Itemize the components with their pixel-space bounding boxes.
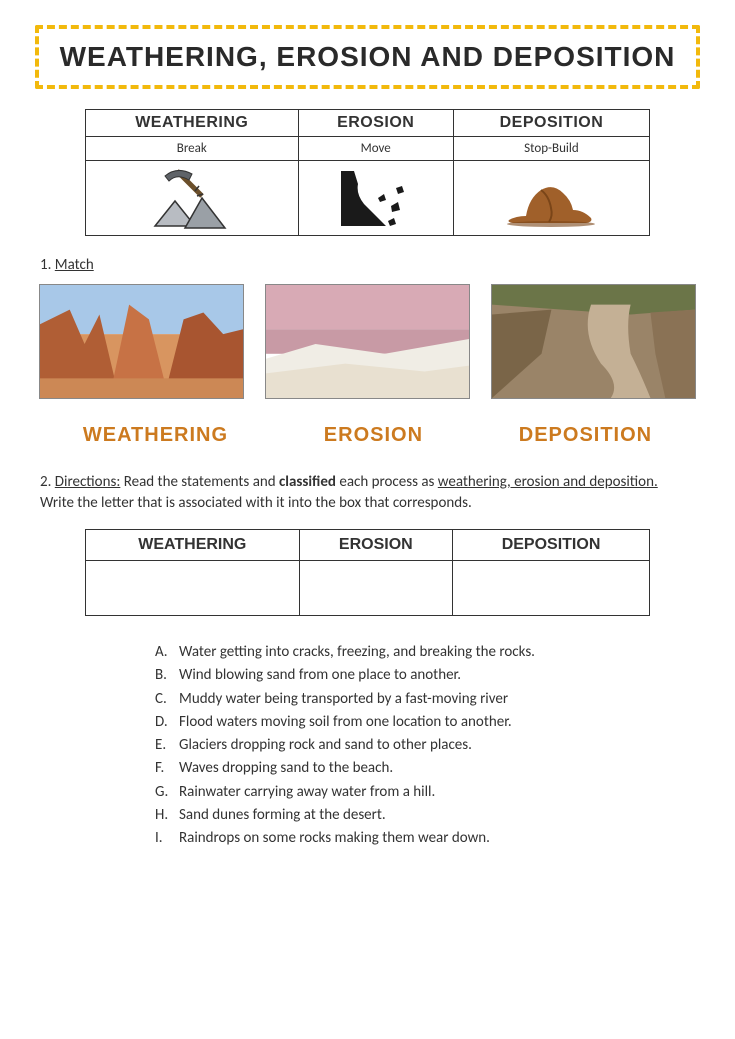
item-letter: H. bbox=[155, 804, 179, 827]
item-text: Glaciers dropping rock and sand to other… bbox=[179, 734, 472, 757]
photo-saltflat bbox=[265, 284, 470, 399]
ans-header-erosion: EROSION bbox=[299, 530, 452, 561]
item-letter: C. bbox=[155, 688, 179, 711]
item-text: Flood waters moving soil from one locati… bbox=[179, 711, 512, 734]
dir-text-1: Read the statements and bbox=[124, 473, 279, 491]
photo-canyon bbox=[39, 284, 244, 399]
ans-header-weathering: WEATHERING bbox=[85, 530, 299, 561]
def-sub-break: Break bbox=[85, 137, 298, 161]
section-1-heading: 1. Match bbox=[40, 256, 700, 274]
item-text: Wind blowing sand from one place to anot… bbox=[179, 664, 461, 687]
item-letter: D. bbox=[155, 711, 179, 734]
dir-underline: weathering, erosion and deposition. bbox=[438, 473, 658, 491]
item-letter: E. bbox=[155, 734, 179, 757]
rockfall-icon bbox=[336, 166, 416, 231]
def-sub-stopbuild: Stop-Build bbox=[453, 137, 649, 161]
ans-header-deposition: DEPOSITION bbox=[452, 530, 649, 561]
dirt-mound-icon bbox=[501, 168, 601, 228]
list-item: C.Muddy water being transported by a fas… bbox=[155, 688, 700, 711]
ans-cell-erosion[interactable] bbox=[299, 561, 452, 616]
list-item: B.Wind blowing sand from one place to an… bbox=[155, 664, 700, 687]
item-letter: A. bbox=[155, 641, 179, 664]
dir-text-3: Write the letter that is associated with… bbox=[40, 494, 472, 512]
photo-row bbox=[35, 284, 700, 399]
list-item: D.Flood waters moving soil from one loca… bbox=[155, 711, 700, 734]
list-item: I.Raindrops on some rocks making them we… bbox=[155, 827, 700, 850]
match-labels-row: WEATHERING EROSION DEPOSITION bbox=[35, 424, 700, 447]
item-text: Raindrops on some rocks making them wear… bbox=[179, 827, 490, 850]
section-2-directions: 2. Directions: Read the statements and c… bbox=[40, 472, 695, 514]
item-text: Water getting into cracks, freezing, and… bbox=[179, 641, 535, 664]
item-text: Waves dropping sand to the beach. bbox=[179, 757, 393, 780]
item-text: Sand dunes forming at the desert. bbox=[179, 804, 386, 827]
section-1-num: 1. bbox=[40, 256, 51, 274]
deposition-icon-cell bbox=[453, 161, 649, 236]
def-header-deposition: DEPOSITION bbox=[453, 110, 649, 137]
statements-list: A.Water getting into cracks, freezing, a… bbox=[155, 641, 700, 850]
list-item: F.Waves dropping sand to the beach. bbox=[155, 757, 700, 780]
directions-label: Directions: bbox=[55, 473, 121, 491]
item-letter: F. bbox=[155, 757, 179, 780]
match-deposition[interactable]: DEPOSITION bbox=[519, 424, 652, 447]
ans-cell-deposition[interactable] bbox=[452, 561, 649, 616]
definition-table: WEATHERING EROSION DEPOSITION Break Move… bbox=[85, 109, 650, 236]
item-letter: B. bbox=[155, 664, 179, 687]
list-item: H.Sand dunes forming at the desert. bbox=[155, 804, 700, 827]
item-text: Muddy water being transported by a fast-… bbox=[179, 688, 508, 711]
erosion-icon-cell bbox=[298, 161, 453, 236]
section-2-num: 2. bbox=[40, 473, 51, 491]
list-item: E.Glaciers dropping rock and sand to oth… bbox=[155, 734, 700, 757]
title-box: WEATHERING, EROSION AND DEPOSITION bbox=[35, 25, 700, 89]
weathering-icon-cell bbox=[85, 161, 298, 236]
list-item: A.Water getting into cracks, freezing, a… bbox=[155, 641, 700, 664]
list-item: G.Rainwater carrying away water from a h… bbox=[155, 781, 700, 804]
item-letter: I. bbox=[155, 827, 179, 850]
pickaxe-rock-icon bbox=[147, 166, 237, 231]
photo-gully bbox=[491, 284, 696, 399]
def-header-erosion: EROSION bbox=[298, 110, 453, 137]
match-erosion[interactable]: EROSION bbox=[324, 424, 423, 447]
item-letter: G. bbox=[155, 781, 179, 804]
page-title: WEATHERING, EROSION AND DEPOSITION bbox=[59, 41, 676, 73]
match-weathering[interactable]: WEATHERING bbox=[83, 424, 228, 447]
ans-cell-weathering[interactable] bbox=[85, 561, 299, 616]
item-text: Rainwater carrying away water from a hil… bbox=[179, 781, 435, 804]
def-sub-move: Move bbox=[298, 137, 453, 161]
dir-bold: classified bbox=[279, 473, 336, 491]
def-header-weathering: WEATHERING bbox=[85, 110, 298, 137]
dir-text-2: each process as bbox=[336, 473, 438, 491]
answer-table: WEATHERING EROSION DEPOSITION bbox=[85, 529, 650, 616]
section-1-label: Match bbox=[55, 256, 94, 274]
